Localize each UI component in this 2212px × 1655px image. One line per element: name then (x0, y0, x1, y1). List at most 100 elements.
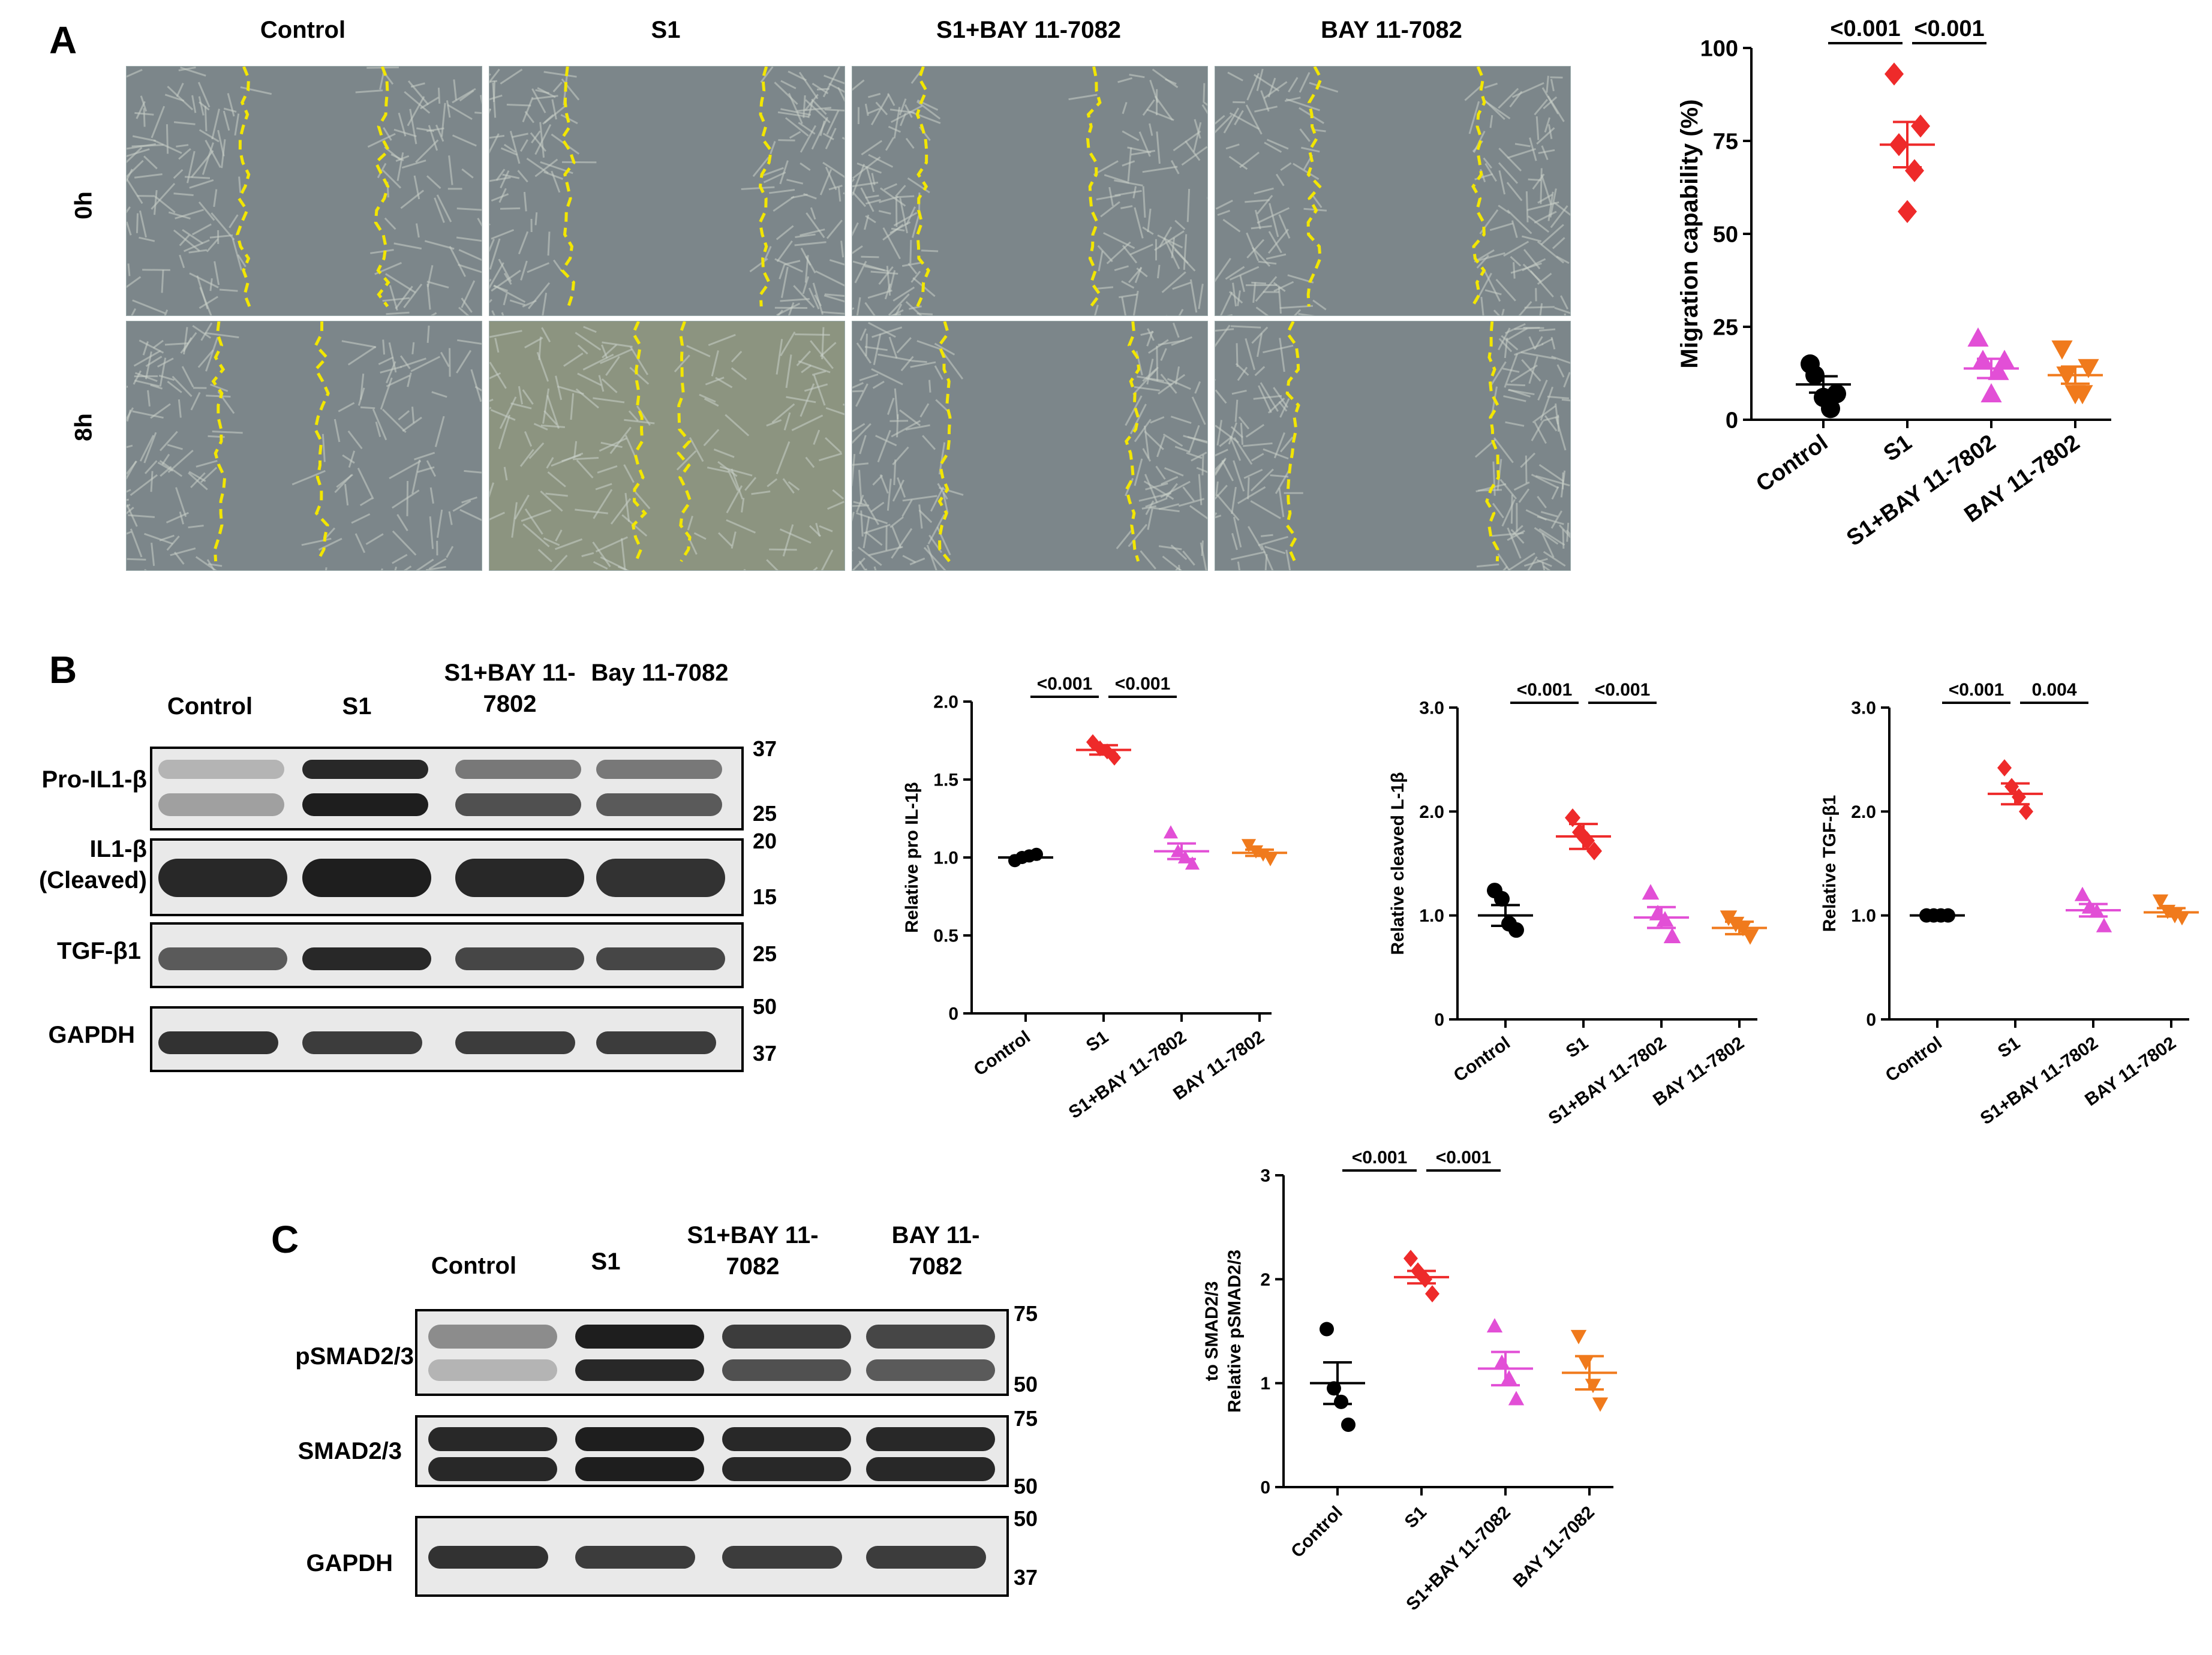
panel-c-lane-s1: S1 (591, 1248, 621, 1275)
panel-b-letter: B (49, 648, 77, 691)
x-category-label: Control (1882, 1033, 1946, 1086)
panel-b-blot-label-tgfb1: TGF-β1 (57, 938, 141, 964)
ytick-label: 1.0 (933, 848, 958, 868)
y-axis-label: Relative cleaved L-1β (1388, 772, 1408, 955)
panel-a-col-header-s1: S1 (651, 17, 681, 43)
chart-c-psmad: 0 1 2 3 Relative pSMAD2/3to SMAD2/3 Control S1… (1202, 1148, 1617, 1614)
micrograph-8h-2 (852, 321, 1208, 571)
panel-a-row-header-0h: 0h (70, 191, 97, 219)
data-point (2074, 886, 2091, 901)
data-point (1741, 929, 1759, 945)
data-point (2078, 359, 2099, 378)
ytick-label: 1.0 (1851, 906, 1876, 926)
ytick-label: 2 (1260, 1270, 1270, 1290)
x-category-label: S1 (1879, 430, 1916, 467)
ytick-label: 0 (1260, 1478, 1270, 1498)
data-point (1577, 1356, 1594, 1371)
panel-b-blot-label-gapdh: GAPDH (48, 1022, 135, 1048)
p-value-label: <0.001 (1352, 1148, 1408, 1167)
panel-a-row-header-8h: 8h (70, 413, 97, 441)
data-point (1997, 759, 2012, 777)
data-point (1980, 383, 2002, 402)
x-category-label: BAY 11-7082 (1510, 1503, 1598, 1591)
p-value-label: <0.001 (1830, 16, 1900, 41)
panel-c-blot-2 (415, 1516, 1009, 1597)
panel-c-lane-s1-bay: S1+BAY 11-7082 (687, 1222, 819, 1280)
data-point (1341, 1418, 1356, 1432)
data-point (1185, 856, 1200, 870)
ytick-label: 0 (948, 1004, 958, 1024)
data-point (1905, 159, 1924, 182)
ytick-label: 3.0 (1419, 699, 1444, 718)
p-value-label: <0.001 (1436, 1148, 1492, 1167)
panel-b-blot-label-il1b-cleaved: IL1-β (Cleaved) (38, 836, 147, 893)
panel-c-blot-label-smad: SMAD2/3 (297, 1438, 402, 1464)
panel-b-mw-37: 37 (753, 736, 777, 761)
p-value-label: <0.001 (1115, 674, 1171, 694)
data-point (1508, 1391, 1525, 1406)
panel-a-col-header-control: Control (260, 17, 346, 43)
data-point (2051, 340, 2073, 360)
p-value-label: 0.004 (2031, 680, 2076, 700)
data-point (1163, 825, 1179, 839)
x-category-label: Control (1287, 1503, 1347, 1562)
data-point (1241, 839, 1257, 853)
x-category-label: S1 (1562, 1033, 1592, 1062)
micrograph-8h-0 (126, 321, 482, 571)
ytick-label: 1.0 (1419, 906, 1444, 926)
data-point (1494, 890, 1510, 907)
micrograph-8h-1 (489, 321, 845, 571)
y-axis-label: to SMAD2/3 (1202, 1281, 1222, 1382)
x-category-label: Control (1751, 430, 1832, 497)
data-point (1493, 1354, 1510, 1369)
data-point (1320, 1322, 1334, 1337)
panel-b-lane-control: Control (167, 693, 253, 720)
micrograph-0h-2 (852, 66, 1208, 316)
panel-b-blot-2 (150, 922, 744, 988)
ytick-label: 0 (1726, 408, 1738, 433)
y-axis-label: Migration capability (%) (1676, 100, 1703, 369)
data-point (2019, 802, 2033, 820)
panel-c-mw-50c: 50 (1014, 1506, 1038, 1531)
x-category-label: S1 (1401, 1503, 1430, 1532)
panel-a-letter: A (49, 19, 77, 62)
chart-b-pro-il1b: 0 0.5 1.0 1.5 2.0 Relative pro IL-1β Control S1… (902, 674, 1287, 1123)
x-category-label: S1 (1994, 1033, 2024, 1062)
ytick-label: 2.0 (1851, 802, 1876, 822)
data-point (1565, 808, 1580, 828)
data-point (1592, 1397, 1609, 1412)
data-point (1486, 1318, 1503, 1333)
data-point (1585, 1379, 1601, 1394)
data-point (1885, 62, 1904, 86)
panel-c-lane-control: Control (431, 1253, 517, 1279)
ytick-label: 50 (1713, 222, 1738, 247)
data-point (1570, 1329, 1587, 1344)
chart-a-migration: 0 25 50 75 100 Migration capability (%) Contro… (1676, 16, 2111, 551)
panel-c-blot-label-gapdh: GAPDH (306, 1550, 393, 1576)
ytick-label: 0.5 (933, 926, 958, 946)
p-value-label: <0.001 (1949, 680, 2004, 700)
ytick-label: 25 (1713, 315, 1738, 340)
ytick-label: 100 (1700, 36, 1738, 61)
p-value-label: <0.001 (1914, 16, 1984, 41)
data-point (1403, 1250, 1418, 1268)
panel-b-lane-s1: S1 (342, 693, 372, 720)
y-axis-label: Relative TGF-β1 (1820, 795, 1840, 932)
micrograph-0h-3 (1215, 66, 1571, 316)
data-point (1898, 200, 1917, 223)
panel-b-lane-s1-bay: S1+BAY 11-7802 (444, 660, 576, 717)
x-category-label: S1 (1083, 1027, 1112, 1056)
panel-b-blot-label-pro-il1b: Pro-IL1-β (41, 766, 147, 793)
p-value-label: <0.001 (1595, 680, 1651, 700)
ytick-label: 75 (1713, 129, 1738, 154)
data-point (2096, 917, 2112, 932)
x-category-label: S1+BAY 11-7802 (1842, 430, 2000, 551)
ytick-label: 0 (1434, 1010, 1444, 1030)
panel-c-mw-50b: 50 (1014, 1474, 1038, 1498)
micrograph-8h-3 (1215, 321, 1571, 571)
data-point (1334, 1394, 1348, 1409)
panel-b-blot-1 (150, 838, 744, 916)
panel-a-col-header-s1-bay: S1+BAY 11-7082 (936, 17, 1122, 43)
panel-b-mw-25: 25 (753, 801, 777, 826)
